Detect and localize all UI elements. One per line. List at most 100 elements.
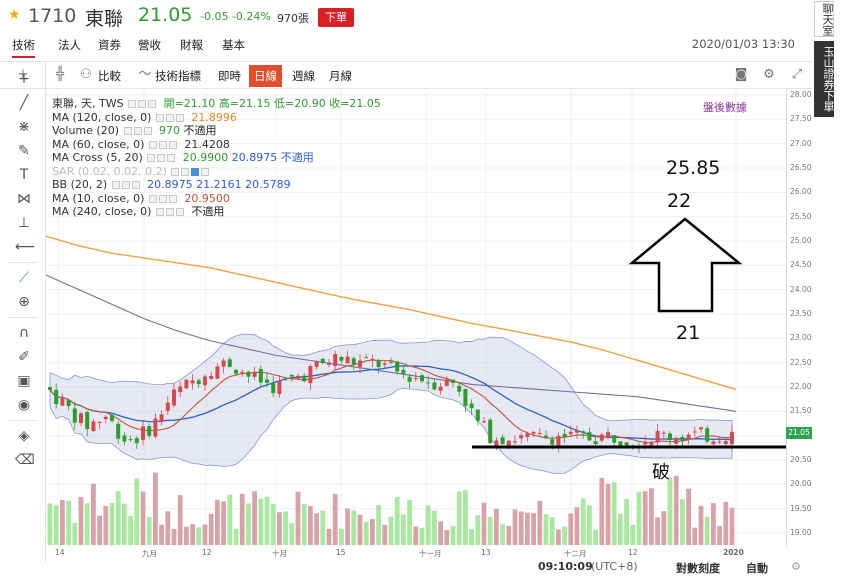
volume-bar <box>382 524 388 545</box>
candle-body <box>581 431 586 433</box>
ruler-icon[interactable]: ⟋ <box>19 270 29 286</box>
legend-box[interactable] <box>171 167 180 176</box>
legend-box[interactable] <box>168 194 177 203</box>
candle-body <box>178 386 183 393</box>
auto-scale-toggle[interactable]: 自動 <box>746 562 768 575</box>
volume-bar <box>605 483 611 545</box>
indicator-icon[interactable]: 〜 <box>138 67 152 82</box>
volume-bar <box>146 517 152 545</box>
chart-canvas[interactable] <box>45 89 786 547</box>
legend-box[interactable] <box>148 140 157 149</box>
legend-box[interactable] <box>133 127 142 135</box>
tab-institutional[interactable]: 法人 <box>58 38 81 52</box>
legend-box[interactable] <box>157 154 166 162</box>
candle-body <box>469 403 474 409</box>
price-chart[interactable] <box>45 89 786 547</box>
broker-order-link[interactable]: 玉山證券下單 <box>814 41 835 117</box>
indicators-button[interactable]: 技術指標 <box>155 69 201 83</box>
legend-box[interactable] <box>168 140 177 149</box>
tool-separator <box>8 420 38 421</box>
candle-body <box>432 382 437 390</box>
legend-box[interactable] <box>165 208 174 216</box>
tab-bar: 技術 法人 資券 營收 財報 基本 2020/01/03 13:30 <box>0 34 800 58</box>
legend-box[interactable] <box>148 100 157 108</box>
legend-box[interactable] <box>175 208 184 216</box>
order-button[interactable]: 下單 <box>318 8 354 27</box>
volume-bar <box>264 496 270 545</box>
lock-icon[interactable]: ▣ <box>17 373 31 389</box>
brush-icon[interactable]: ✎ <box>18 143 30 159</box>
price-axis[interactable]: 28.00 27.50 27.00 26.50 26.00 25.50 25.00 24.50… <box>786 89 812 547</box>
tab-revenue[interactable]: 營收 <box>138 38 161 52</box>
candle-body <box>296 375 300 379</box>
eye-icon[interactable]: ◉ <box>17 397 31 413</box>
legend-box-active[interactable] <box>191 167 200 176</box>
volume-bar <box>630 524 636 545</box>
magnet-icon[interactable]: ∩ <box>18 325 30 341</box>
pencil-lock-icon[interactable]: ✐ <box>18 349 30 365</box>
legend-box[interactable] <box>138 100 147 108</box>
legend-box[interactable] <box>201 167 210 176</box>
candle-body <box>252 371 257 377</box>
settings-small-icon[interactable]: ⚙ <box>791 560 801 573</box>
trash-icon[interactable]: ⌫ <box>15 452 35 468</box>
log-scale-toggle[interactable]: 對數刻度 <box>676 562 720 575</box>
candle-body <box>556 435 561 449</box>
chart-footer: 14 九月 12 十月 15 十一月 13 十二月 12 2020 09:10:… <box>46 547 812 583</box>
legend-box[interactable] <box>143 127 152 135</box>
legend-box[interactable] <box>147 154 156 162</box>
measure-icon[interactable]: ⊥ <box>17 215 31 231</box>
volume-bar <box>456 491 462 545</box>
text-icon[interactable]: T <box>19 167 29 183</box>
intraday-button[interactable]: 即時 <box>218 69 241 83</box>
period-weekly[interactable]: 週線 <box>292 69 315 83</box>
candle-body <box>705 428 710 442</box>
gear-icon[interactable]: ⚙ <box>763 67 775 82</box>
legend-box[interactable] <box>123 127 132 135</box>
cursor-icon[interactable]: + <box>18 71 30 87</box>
fullscreen-icon[interactable]: ⤢ <box>791 67 803 82</box>
legend-box[interactable] <box>175 113 184 122</box>
camera-icon[interactable]: ◙ <box>734 67 748 82</box>
volume-bar <box>171 529 177 545</box>
star-icon[interactable]: ★ <box>8 7 21 23</box>
back-arrow-icon[interactable]: ⟵ <box>15 239 36 255</box>
candle-type-icon[interactable]: ╬ <box>56 67 64 82</box>
legend-box[interactable] <box>111 181 120 189</box>
candle-body <box>463 388 468 407</box>
target-arrow <box>628 217 743 313</box>
volume-bar <box>487 516 493 545</box>
legend-box[interactable] <box>155 208 164 216</box>
zoom-in-icon[interactable]: ⊕ <box>18 294 30 310</box>
legend-box[interactable] <box>158 194 167 203</box>
compare-button[interactable]: 比較 <box>98 69 121 83</box>
trendline-icon[interactable]: ╱ <box>19 95 29 111</box>
legend-box[interactable] <box>148 194 157 203</box>
legend-box[interactable] <box>131 181 140 189</box>
legend-box[interactable] <box>155 113 164 122</box>
tab-technical[interactable]: 技術 <box>12 37 35 58</box>
legend-box[interactable] <box>165 113 174 122</box>
fib-icon[interactable]: ⋇ <box>18 119 30 135</box>
period-monthly[interactable]: 月線 <box>329 69 352 83</box>
crosshair-icon[interactable]: + <box>17 67 29 82</box>
pattern-icon[interactable]: ⋈ <box>17 191 31 207</box>
legend-box[interactable] <box>158 140 167 149</box>
candle-body <box>624 442 629 447</box>
period-daily[interactable]: 日線 <box>249 65 282 87</box>
after-hours-link[interactable]: 盤後數據 <box>703 101 747 114</box>
tab-financials[interactable]: 財報 <box>180 38 203 52</box>
volume-bar <box>680 499 685 545</box>
legend-box[interactable] <box>128 100 137 108</box>
tab-basic[interactable]: 基本 <box>222 38 245 52</box>
legend-box[interactable] <box>181 167 190 176</box>
price-tick-label: 24.00 <box>790 284 812 294</box>
tab-margin[interactable]: 資券 <box>98 38 121 52</box>
layers-icon[interactable]: ◈ <box>18 428 30 444</box>
compare-icon[interactable]: ⚇ <box>80 67 92 82</box>
chatroom-link[interactable]: 聊天室 <box>814 1 834 37</box>
volume-bar <box>661 511 667 545</box>
legend-box[interactable] <box>121 181 130 189</box>
volume-bar <box>450 526 456 545</box>
legend-box[interactable] <box>167 154 176 162</box>
